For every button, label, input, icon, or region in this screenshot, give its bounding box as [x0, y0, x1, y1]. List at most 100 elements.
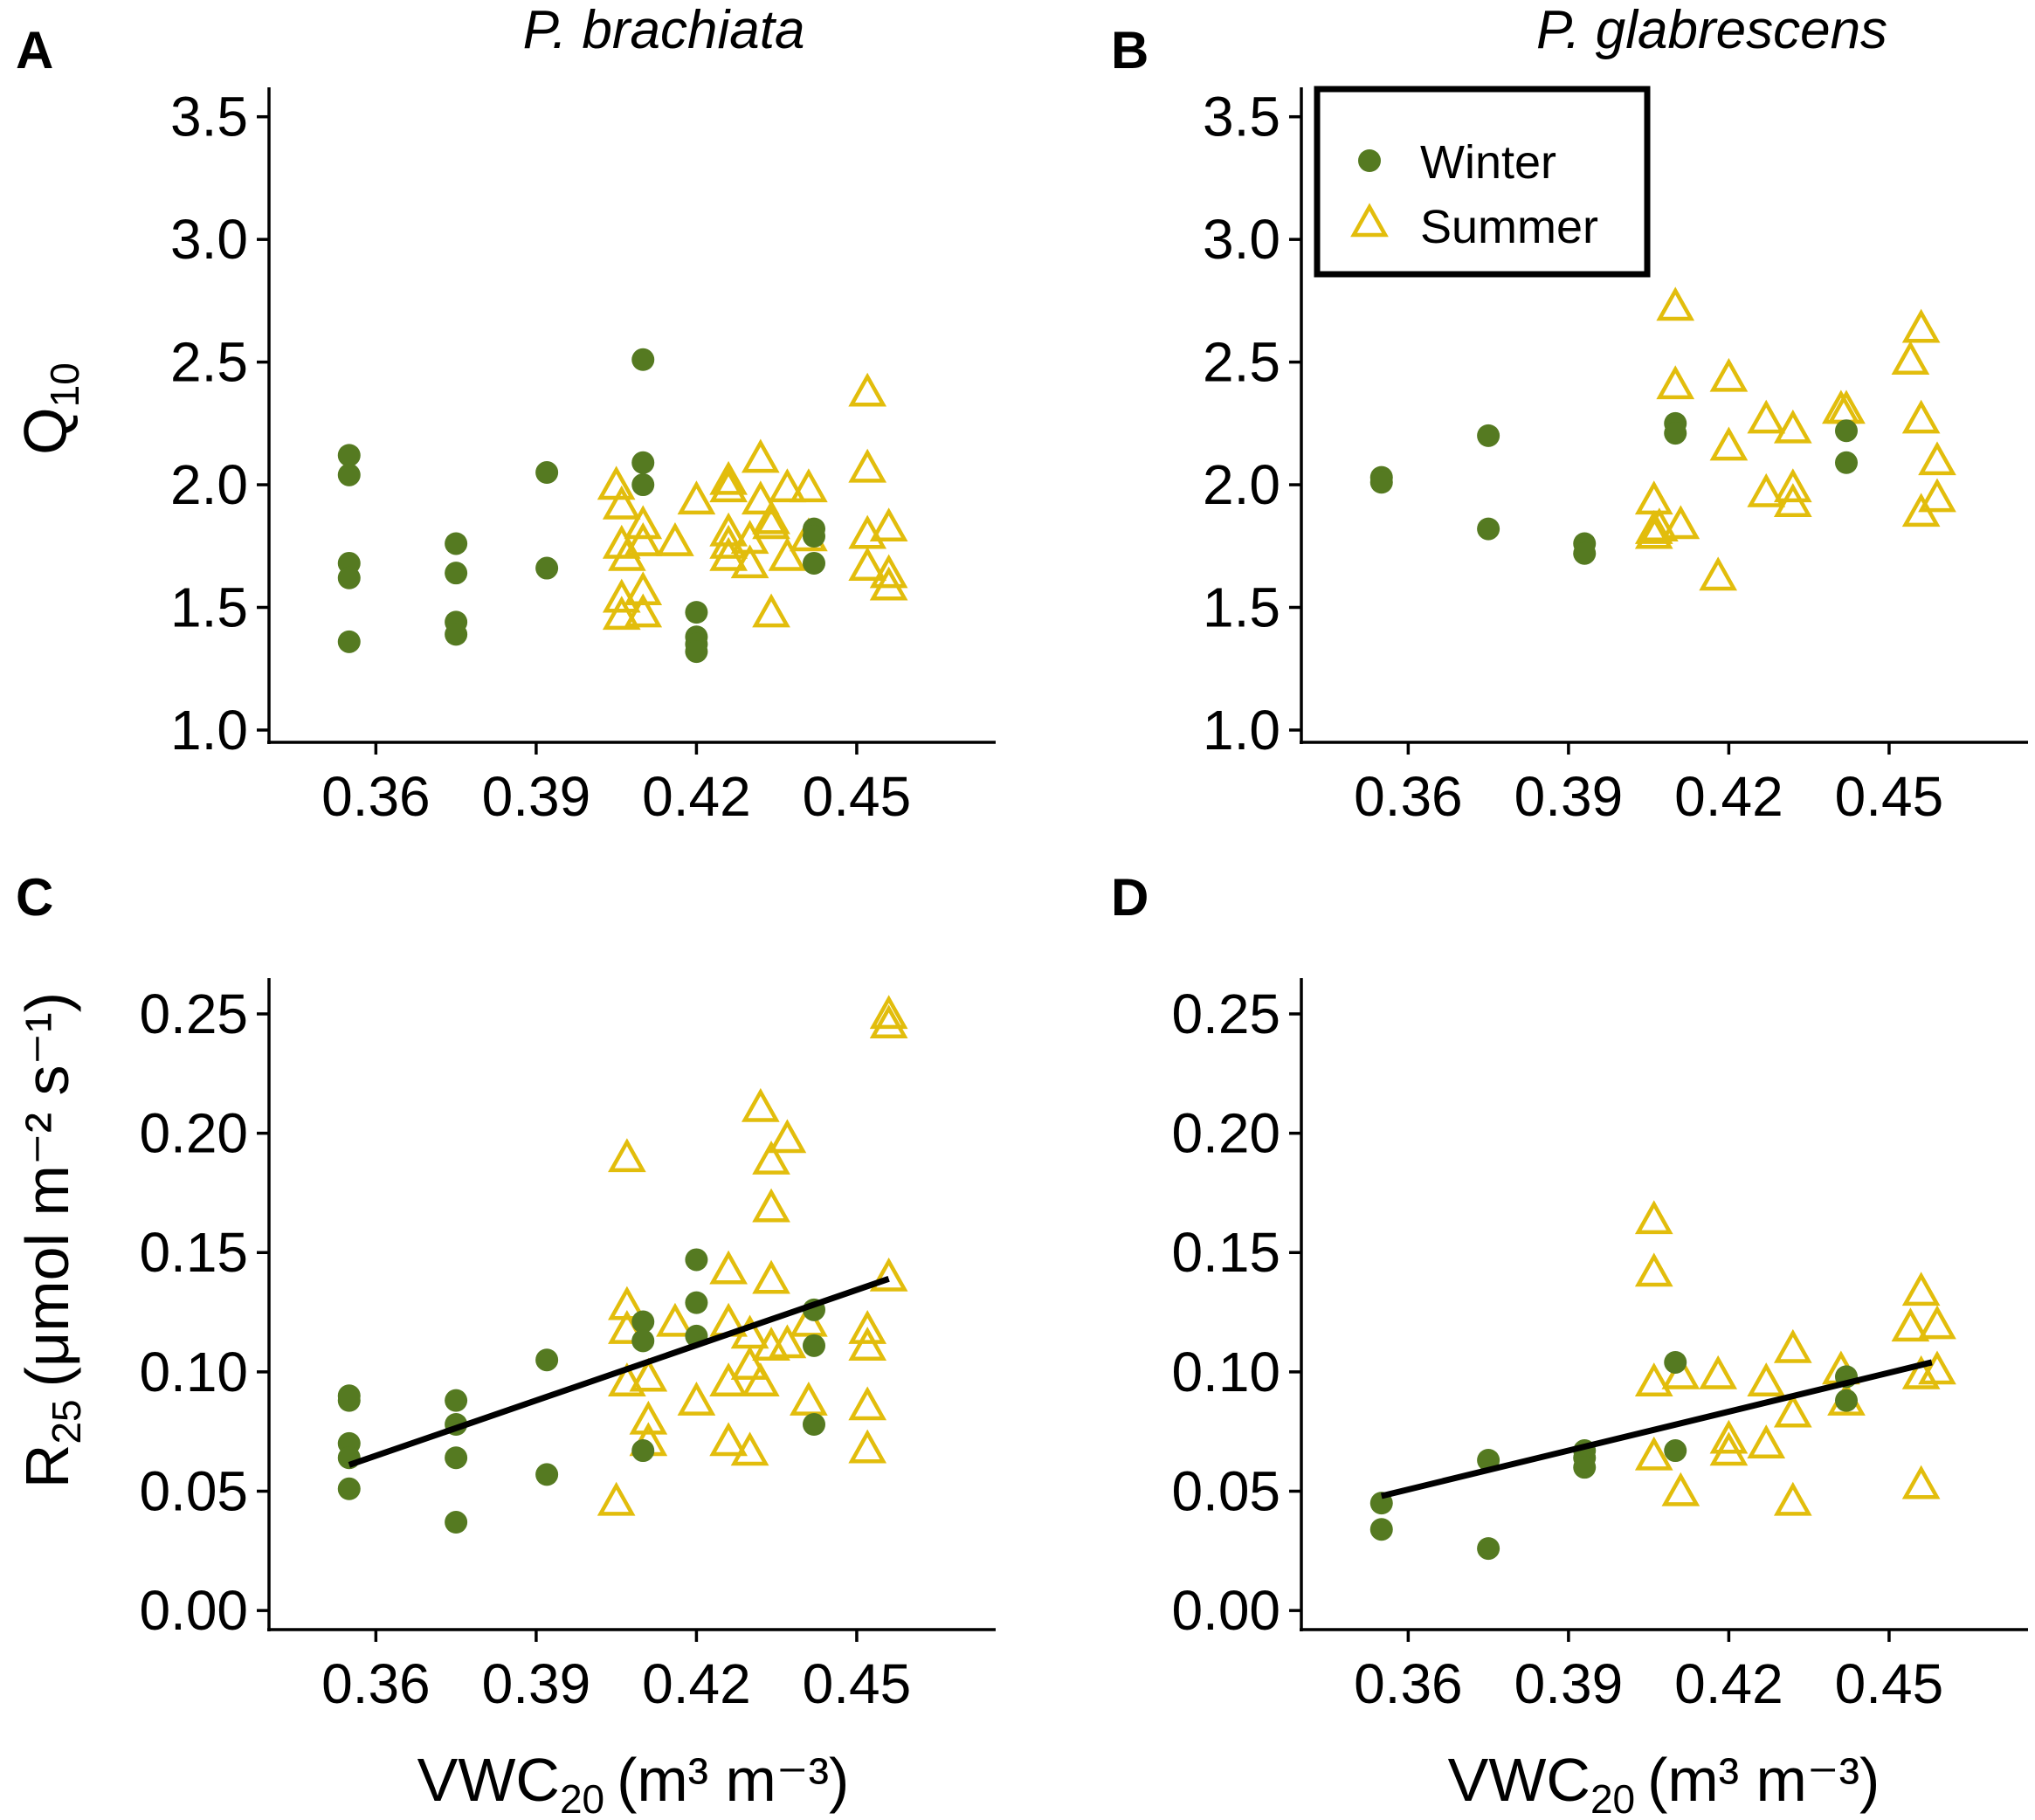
xlabel-vwc-c-sub: 20 [560, 1776, 604, 1820]
ylabel-q10-sub: 10 [42, 362, 87, 407]
summer-point [1661, 505, 1700, 540]
panel-letter-b: B [1111, 21, 1149, 79]
y-tick-label-d: 0.00 [1171, 1579, 1280, 1642]
summer-point [656, 1302, 694, 1337]
summer-point [752, 1140, 790, 1175]
y-tick-label-d: 0.10 [1171, 1341, 1280, 1403]
summer-point [1656, 365, 1695, 400]
legend-summer-label: Summer [1420, 201, 1598, 253]
ylabel-r25: R25 (μmol m⁻² s⁻¹) [13, 992, 89, 1488]
winter-point [685, 1291, 708, 1314]
x-tick-label-d: 0.39 [1514, 1652, 1624, 1715]
winter-point [337, 630, 361, 653]
y-tick-label-a: 2.0 [170, 453, 248, 516]
summer-point [1901, 1465, 1941, 1499]
summer-point [709, 1422, 748, 1457]
summer-point [848, 448, 887, 483]
winter-point [1835, 1389, 1858, 1412]
summer-point [608, 1286, 646, 1320]
xlabel-vwc-d-sub: 20 [1590, 1776, 1635, 1820]
fit-line-c [348, 1275, 890, 1468]
summer-point [1901, 1355, 1941, 1389]
summer-point [869, 554, 908, 589]
x-tick-label-a: 0.39 [482, 765, 591, 828]
x-tick-label-b: 0.36 [1354, 765, 1463, 828]
summer-point [677, 480, 716, 515]
winter-point [535, 556, 559, 580]
summer-point [1773, 468, 1812, 503]
winter-point [337, 1477, 361, 1500]
y-tick-label-b: 3.0 [1203, 208, 1280, 271]
summer-point [730, 544, 769, 579]
winter-point [445, 562, 468, 585]
summer-point [1634, 1436, 1673, 1471]
summer-point [602, 485, 641, 520]
summer-point [741, 480, 780, 515]
summer-point [1699, 1355, 1738, 1389]
summer-point [1773, 1481, 1812, 1516]
summer-point [869, 1257, 908, 1292]
legend-winter-marker [1358, 149, 1381, 172]
winter-point [803, 1334, 825, 1357]
summer-point [1901, 308, 1941, 343]
summer-point [1918, 478, 1956, 513]
winter-point [631, 1310, 655, 1334]
summer-point [656, 522, 694, 556]
y-tick-label-c: 0.05 [139, 1460, 248, 1523]
summer-point [741, 438, 780, 473]
title-p-brachiata: P. brachiata [523, 0, 805, 60]
panel-letter-a: A [16, 21, 53, 79]
summer-point [1640, 507, 1679, 542]
y-tick-label-c: 0.00 [139, 1579, 248, 1642]
y-tick-label-c: 0.25 [139, 982, 248, 1045]
x-tick-label-d: 0.42 [1674, 1652, 1783, 1715]
legend-winter-label: Winter [1420, 136, 1556, 189]
y-tick-label-b: 3.5 [1203, 86, 1280, 148]
winter-point [1477, 424, 1500, 447]
ylabel-r25-main: R [13, 1444, 81, 1489]
summer-point [1699, 556, 1738, 591]
y-tick-label-b: 2.5 [1203, 331, 1280, 394]
summer-point [1773, 1328, 1812, 1363]
panel-letter-d: D [1111, 868, 1149, 927]
y-tick-label-b: 2.0 [1203, 453, 1280, 516]
winter-point [631, 348, 655, 371]
winter-point [803, 525, 825, 548]
winter-point [631, 1329, 655, 1353]
summer-point [709, 468, 748, 503]
title-p-glabrescens: P. glabrescens [1536, 0, 1887, 60]
summer-point [1634, 1200, 1673, 1235]
y-tick-label-d: 0.15 [1171, 1221, 1280, 1284]
y-tick-label-d: 0.25 [1171, 982, 1280, 1045]
summer-point [848, 1386, 887, 1421]
summer-point [869, 507, 908, 542]
summer-point [1634, 1252, 1673, 1287]
winter-point [337, 1446, 361, 1470]
winter-point [1664, 1439, 1687, 1463]
summer-point [629, 1400, 668, 1435]
plot-c: 0.00 0.05 0.10 0.15 0.20 0.25 0.36 0.39 0.42 0.45 [139, 978, 996, 1715]
summer-point [1773, 1393, 1812, 1428]
winter-point [1835, 451, 1858, 474]
winter-point [631, 473, 655, 497]
legend-box [1314, 86, 1651, 278]
winter-point [337, 444, 361, 467]
summer-point [597, 465, 636, 500]
summer-point [752, 505, 790, 540]
summer-point [608, 1138, 646, 1173]
winter-point [631, 1439, 655, 1463]
summer-point [1709, 357, 1749, 392]
summer-point [1747, 1424, 1786, 1458]
summer-point [1634, 509, 1673, 544]
y-tick-label-d: 0.20 [1171, 1102, 1280, 1165]
winter-point [445, 1389, 468, 1412]
summer-point [848, 547, 887, 581]
summer-point [677, 1381, 716, 1416]
winter-point [685, 1248, 708, 1272]
summer-point [1918, 1350, 1956, 1385]
summer-point [768, 1324, 807, 1359]
summer-point [1634, 480, 1673, 515]
x-tick-label-c: 0.39 [482, 1652, 591, 1715]
summer-point [730, 1345, 769, 1380]
xlabel-vwc-c-units: (m³ m⁻³) [617, 1746, 849, 1814]
